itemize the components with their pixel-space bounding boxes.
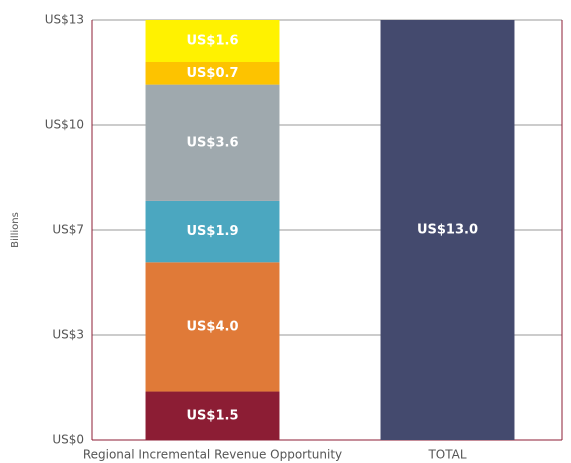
- bar-segment: [145, 200, 280, 263]
- value-label: US$1.9: [187, 224, 239, 239]
- value-label: US$13.0: [417, 223, 478, 238]
- x-tick-label: TOTAL: [427, 448, 466, 462]
- y-tick-label: US$10: [45, 118, 84, 132]
- bar-segment: [145, 62, 280, 85]
- value-label: US$1.5: [187, 408, 239, 423]
- bar-segment: [145, 391, 280, 440]
- y-tick-label: US$7: [52, 223, 84, 237]
- value-label: US$3.6: [187, 135, 239, 150]
- bar-segment: [145, 262, 280, 392]
- y-axis-label: Billions: [10, 212, 21, 248]
- value-label: US$0.7: [187, 66, 239, 81]
- bar-segment: [145, 20, 280, 62]
- bar-segment: [145, 84, 280, 201]
- bar-segment: [380, 20, 515, 440]
- x-tick-label: Regional Incremental Revenue Opportunity: [83, 448, 342, 462]
- value-label: US$4.0: [187, 319, 239, 334]
- labels: US$0 US$3 US$7 US$10 US$13 Regional Increment…: [45, 13, 478, 462]
- y-tick-label: US$3: [52, 328, 84, 342]
- y-tick-label: US$0: [52, 433, 84, 447]
- bars: [145, 20, 515, 440]
- value-label: US$1.6: [187, 34, 239, 49]
- y-tick-label: US$13: [45, 13, 84, 27]
